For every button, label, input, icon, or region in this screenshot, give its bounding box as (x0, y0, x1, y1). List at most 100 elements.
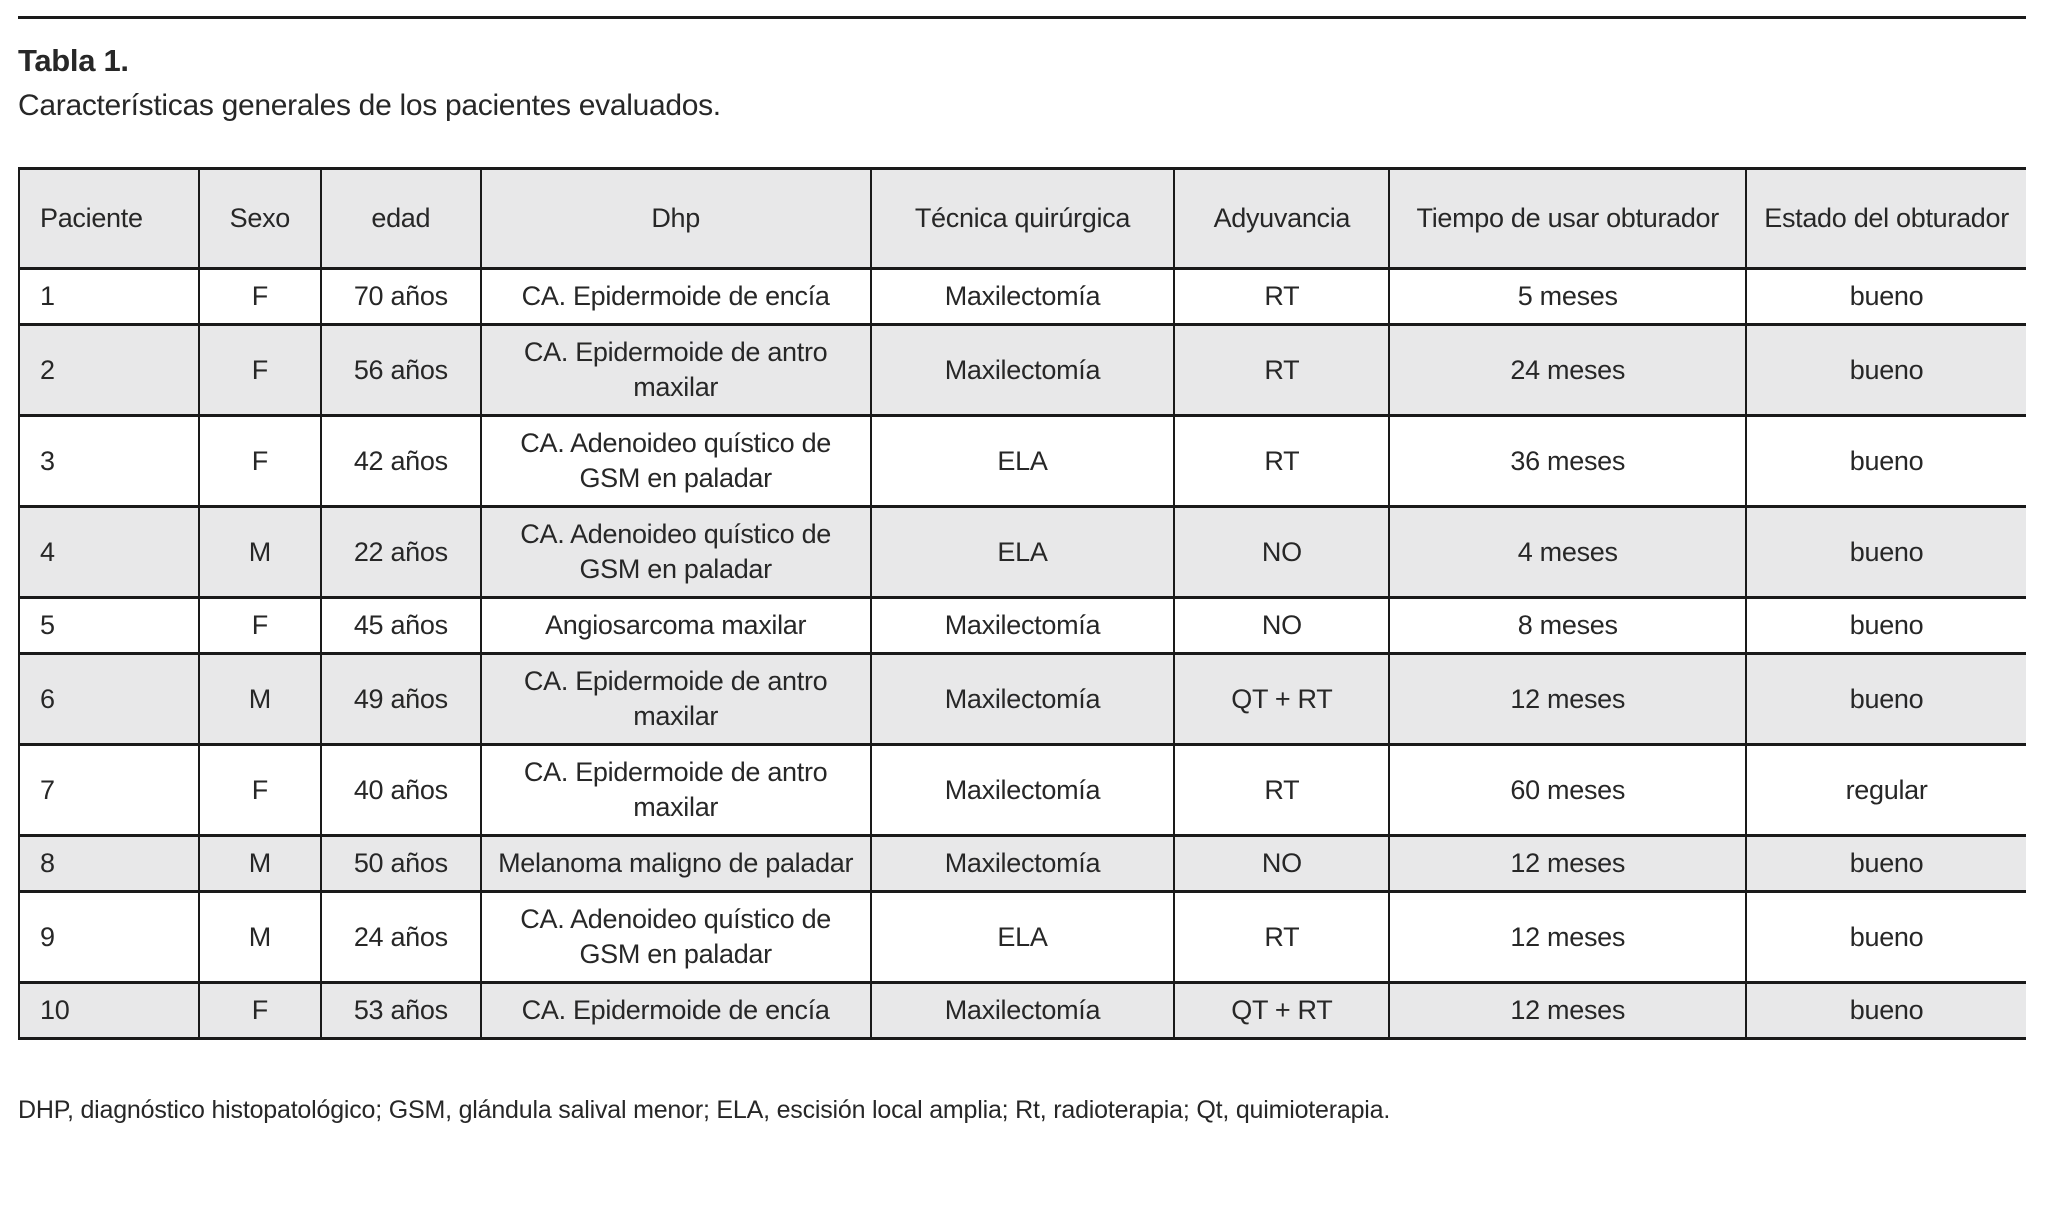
table-cell: Maxilectomía (869, 323, 1175, 417)
table-cell: F (197, 596, 321, 655)
table-row: 6 M 49 años CA. Epidermoide de antro maxila… (19, 652, 2026, 746)
table-cell: 49 años (319, 652, 481, 746)
table-cell: CA. Epidermoide de antro maxilar (479, 652, 871, 746)
table-cell: 42 años (319, 414, 481, 508)
table-cell: 5 (19, 596, 199, 655)
table-cell: M (197, 834, 321, 893)
table-cell: CA. Epidermoide de encía (479, 981, 871, 1040)
table-cell: NO (1173, 505, 1390, 599)
table-body: 1 F 70 años CA. Epidermoide de encía Maxilec… (19, 267, 2026, 1040)
table-cell: bueno (1745, 323, 2026, 417)
table-cell: RT (1173, 890, 1390, 984)
table-cell: 12 meses (1388, 890, 1747, 984)
table-row: 5 F 45 años Angiosarcoma maxilar Maxilectomí… (19, 596, 2026, 655)
table-cell: Maxilectomía (869, 743, 1175, 837)
table-cell: 7 (19, 743, 199, 837)
table-cell: bueno (1745, 652, 2026, 746)
table-row: 7 F 40 años CA. Epidermoide de antro maxila… (19, 743, 2026, 837)
table-cell: Maxilectomía (869, 981, 1175, 1040)
footnote: DHP, diagnóstico histopatológico; GSM, g… (18, 1096, 1391, 1124)
table-cell: regular (1745, 743, 2026, 837)
table-cell: RT (1173, 743, 1390, 837)
patients-table: Paciente Sexo edad Dhp Técnica quirúrgica Ady… (18, 167, 2026, 1040)
table-cell: M (197, 652, 321, 746)
table-cell: 24 años (319, 890, 481, 984)
table-cell: bueno (1745, 505, 2026, 599)
table-cell: bueno (1745, 890, 2026, 984)
table-cell: 60 meses (1388, 743, 1747, 837)
table-cell: 70 años (319, 267, 481, 326)
table-row: 10 F 53 años CA. Epidermoide de encía Maxile… (19, 981, 2026, 1040)
header-cell: Técnica quirúrgica (869, 167, 1175, 270)
table-cell: M (197, 505, 321, 599)
table-cell: 12 meses (1388, 834, 1747, 893)
table-cell: F (197, 267, 321, 326)
table-cell: F (197, 743, 321, 837)
table-cell: Maxilectomía (869, 834, 1175, 893)
table-cell: NO (1173, 834, 1390, 893)
table-cell: ELA (869, 414, 1175, 508)
top-rule (18, 16, 2026, 19)
table-cell: F (197, 414, 321, 508)
table-cell: CA. Adenoideo quístico de GSM en paladar (479, 414, 871, 508)
table-cell: M (197, 890, 321, 984)
header-cell: Paciente (19, 167, 199, 270)
table-cell: QT + RT (1173, 652, 1390, 746)
table-cell: RT (1173, 414, 1390, 508)
table-cell: 40 años (319, 743, 481, 837)
table-cell: bueno (1745, 834, 2026, 893)
table-cell: 2 (19, 323, 199, 417)
table-cell: Maxilectomía (869, 267, 1175, 326)
header-cell: Sexo (197, 167, 321, 270)
table-cell: 4 (19, 505, 199, 599)
table-cell: CA. Adenoideo quístico de GSM en paladar (479, 505, 871, 599)
table-cell: RT (1173, 267, 1390, 326)
header-cell: edad (319, 167, 481, 270)
table-cell: 50 años (319, 834, 481, 893)
table-cell: CA. Epidermoide de antro maxilar (479, 743, 871, 837)
table-cell: 12 meses (1388, 981, 1747, 1040)
table-cell: bueno (1745, 267, 2026, 326)
table-row: 4 M 22 años CA. Adenoideo quístico de GSM e… (19, 505, 2026, 599)
table-cell: 56 años (319, 323, 481, 417)
table-cell: 24 meses (1388, 323, 1747, 417)
table-cell: 3 (19, 414, 199, 508)
table-title: Tabla 1. (18, 43, 129, 78)
table-cell: 10 (19, 981, 199, 1040)
table-cell: 53 años (319, 981, 481, 1040)
table-cell: RT (1173, 323, 1390, 417)
table-header-row: Paciente Sexo edad Dhp Técnica quirúrgica Ady… (19, 167, 2026, 270)
table-row: 1 F 70 años CA. Epidermoide de encía Maxilec… (19, 267, 2026, 326)
table-cell: QT + RT (1173, 981, 1390, 1040)
table-cell: CA. Adenoideo quístico de GSM en paladar (479, 890, 871, 984)
page: Tabla 1. Características generales de lo… (0, 16, 2054, 1125)
table-cell: CA. Epidermoide de antro maxilar (479, 323, 871, 417)
table-cell: 6 (19, 652, 199, 746)
table-cell: 22 años (319, 505, 481, 599)
header-cell: Estado del obturador (1745, 167, 2026, 270)
table-cell: 36 meses (1388, 414, 1747, 508)
table-cell: bueno (1745, 596, 2026, 655)
table-cell: F (197, 981, 321, 1040)
header-cell: Adyuvancia (1173, 167, 1390, 270)
table-cell: bueno (1745, 414, 2026, 508)
table-cell: 8 meses (1388, 596, 1747, 655)
table-cell: ELA (869, 890, 1175, 984)
table-cell: Maxilectomía (869, 596, 1175, 655)
table-cell: 1 (19, 267, 199, 326)
table-cell: Maxilectomía (869, 652, 1175, 746)
table-row: 9 M 24 años CA. Adenoideo quístico de GSM e… (19, 890, 2026, 984)
table-cell: 9 (19, 890, 199, 984)
header-cell: Tiempo de usar obturador (1388, 167, 1747, 270)
table-cell: Angiosarcoma maxilar (479, 596, 871, 655)
table-subtitle: Características generales de los pacient… (18, 89, 721, 122)
table-cell: 45 años (319, 596, 481, 655)
table-row: 2 F 56 años CA. Epidermoide de antro maxila… (19, 323, 2026, 417)
table-cell: CA. Epidermoide de encía (479, 267, 871, 326)
table-row: 3 F 42 años CA. Adenoideo quístico de GSM e… (19, 414, 2026, 508)
table-cell: 8 (19, 834, 199, 893)
table-cell: ELA (869, 505, 1175, 599)
table-cell: bueno (1745, 981, 2026, 1040)
table-cell: 4 meses (1388, 505, 1747, 599)
table-cell: F (197, 323, 321, 417)
